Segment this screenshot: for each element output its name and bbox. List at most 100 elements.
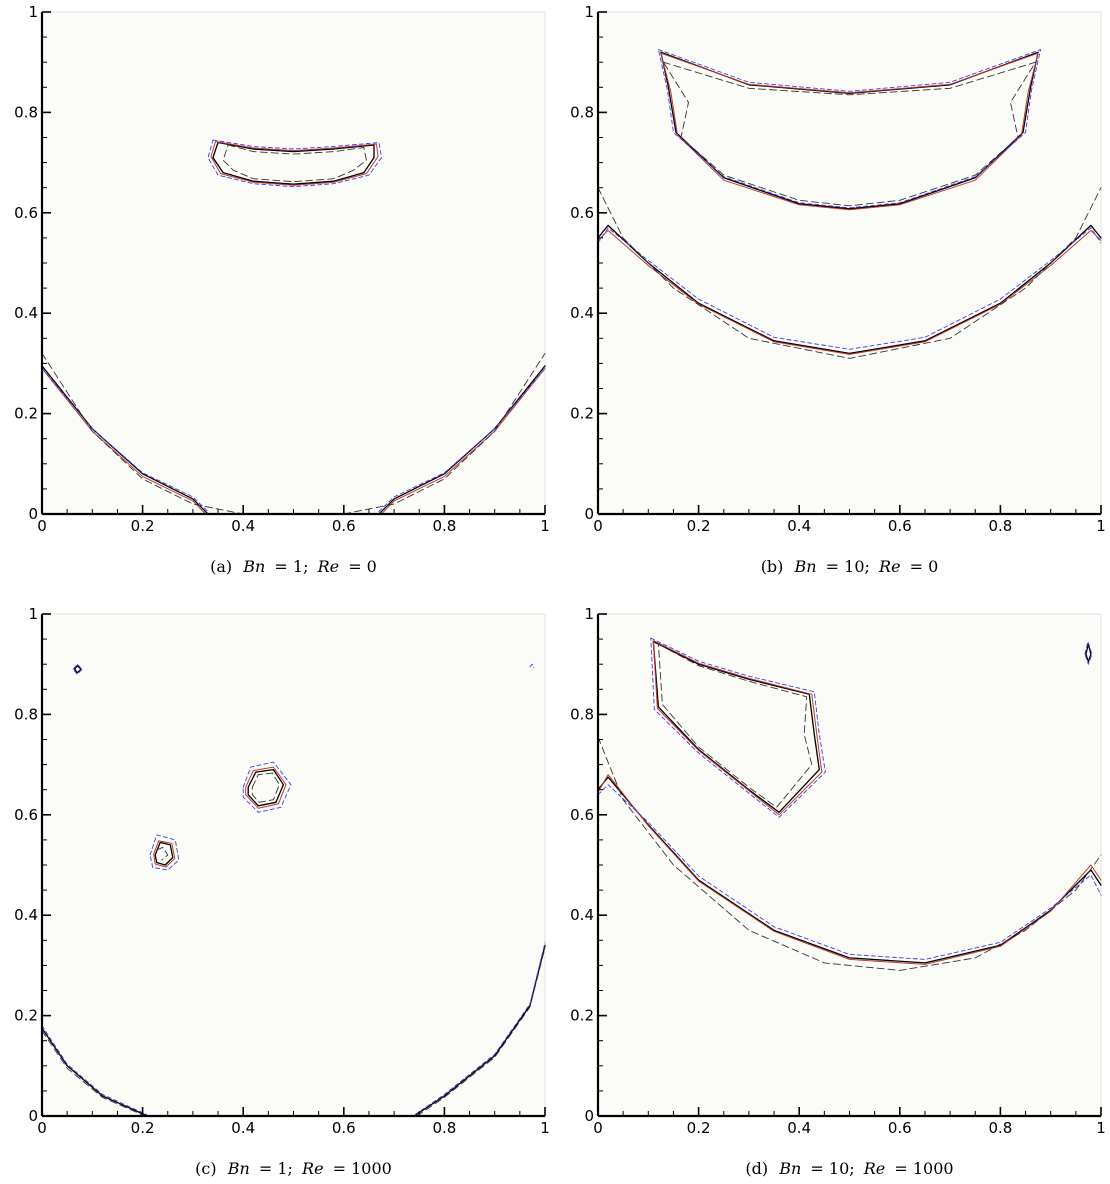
contour-dash-black-1 (597, 736, 1102, 971)
x-tick-label: 0.4 (231, 1119, 255, 1137)
x-tick-label: 0 (37, 517, 47, 535)
x-tick-label: 0.4 (787, 1119, 811, 1137)
y-tick-label: 0.4 (570, 304, 594, 322)
series-layer (41, 663, 546, 1117)
axis-layer: 0 0.2 0.4 0.6 0.8 1 0 0.2 0.4 0.6 0.8 1 (14, 3, 550, 535)
contour-dash-blue-1 (242, 761, 292, 813)
y-tick-label: 0.6 (570, 204, 594, 222)
y-tick-label: 0.6 (14, 806, 38, 824)
x-tick-label: 1 (1096, 517, 1106, 535)
y-tick-label: 0 (28, 1107, 38, 1125)
x-tick-label: 0.8 (432, 517, 456, 535)
contour-solid-red-1 (597, 774, 1102, 965)
x-tick-label: 0.8 (988, 517, 1012, 535)
contour-dash-blue-1 (1084, 641, 1093, 665)
caption-re-value: = 0 (348, 557, 377, 576)
contour-dash-black-0 (251, 772, 280, 803)
y-tick-label: 0 (584, 505, 594, 523)
contour-solid-red-1 (597, 229, 1102, 355)
y-tick-label: 0.6 (570, 806, 594, 824)
contour-solid-black-2 (154, 841, 174, 866)
y-tick-label: 0 (28, 505, 38, 523)
caption-bn-value: = 10; (810, 1159, 854, 1178)
y-tick-label: 1 (584, 605, 594, 623)
contour-solid-black-0 (74, 665, 82, 674)
contour-dash-black-1 (41, 352, 244, 515)
x-tick-label: 0 (37, 1119, 47, 1137)
x-tick-label: 0.4 (231, 517, 255, 535)
panel-caption: (b) Bn = 10; Re = 0 (761, 557, 939, 576)
panel-caption: (c) Bn = 1; Re = 1000 (195, 1159, 392, 1178)
caption-re-symbol: Re (863, 1159, 886, 1178)
plot-area (41, 11, 546, 515)
plot-area (597, 613, 1102, 1117)
y-tick-label: 1 (584, 3, 594, 21)
panel-c: 0 0.2 0.4 0.6 0.8 1 0 0.2 0.4 0.6 0.8 1 (c) Bn = 1;… (14, 605, 550, 1178)
x-tick-label: 0.2 (687, 1119, 711, 1137)
y-tick-label: 0.2 (14, 405, 38, 423)
contour-solid-red-0 (245, 766, 287, 809)
contour-dash-black-1 (597, 187, 1102, 359)
contour-dash-blue-0 (657, 49, 1042, 209)
contour-solid-red-1 (153, 840, 176, 868)
x-tick-label: 0.6 (332, 1119, 356, 1137)
caption-bn-value: = 1; (259, 1159, 293, 1178)
contour-dash-blue-2 (149, 834, 180, 871)
y-tick-label: 0 (584, 1107, 594, 1125)
contour-dash-blue-5 (529, 663, 535, 669)
contour-solid-black-3 (41, 1027, 149, 1117)
x-tick-label: 0.6 (888, 517, 912, 535)
y-tick-label: 0.4 (570, 906, 594, 924)
contour-dash-black-3 (416, 947, 546, 1117)
y-tick-label: 0.4 (14, 906, 38, 924)
caption-bn-value: = 1; (274, 557, 308, 576)
contour-dash-blue-2 (378, 367, 546, 512)
contour-solid-red-0 (652, 640, 823, 816)
x-tick-label: 0.2 (131, 1119, 155, 1137)
x-tick-label: 0.8 (988, 1119, 1012, 1137)
panel-d: 0 0.2 0.4 0.6 0.8 1 0 0.2 0.4 0.6 0.8 1 (d) Bn = 10… (570, 605, 1106, 1178)
y-tick-label: 0.2 (14, 1007, 38, 1025)
y-tick-label: 0.8 (14, 103, 38, 121)
contour-dash-blue-2 (597, 784, 1102, 960)
contour-dash-black-0 (222, 144, 367, 183)
contour-dash-black-1 (156, 846, 169, 861)
caption-bn-value: = 10; (826, 557, 870, 576)
contour-solid-red-0 (210, 141, 379, 186)
y-tick-label: 0.2 (570, 405, 594, 423)
contour-solid-black-4 (413, 944, 546, 1117)
caption-re-value: = 1000 (333, 1159, 392, 1178)
contour-solid-black-1 (1085, 643, 1092, 663)
contour-solid-black-1 (597, 224, 1102, 355)
y-tick-label: 0.8 (570, 705, 594, 723)
panel-caption: (a) Bn = 1; Re = 0 (210, 557, 377, 576)
caption-re-value: = 0 (910, 557, 939, 576)
x-tick-label: 0.4 (787, 517, 811, 535)
axis-layer: 0 0.2 0.4 0.6 0.8 1 0 0.2 0.4 0.6 0.8 1 (570, 3, 1106, 535)
caption-bn-symbol: Bn (242, 557, 265, 576)
series-layer (597, 49, 1102, 359)
x-tick-label: 0 (593, 517, 603, 535)
plot-area (597, 11, 1102, 515)
contour-dash-blue-0 (650, 637, 826, 818)
contour-dash-blue-0 (72, 663, 83, 675)
caption-bn-symbol: Bn (227, 1159, 250, 1178)
x-tick-label: 0.6 (888, 1119, 912, 1137)
contour-dash-black-2 (41, 1030, 146, 1117)
y-tick-label: 0.6 (14, 204, 38, 222)
contour-dash-black-0 (662, 61, 1037, 207)
x-tick-label: 1 (540, 1119, 550, 1137)
contour-dash-blue-4 (414, 942, 546, 1115)
plot-area (41, 613, 546, 1117)
contour-dash-blue-1 (41, 367, 209, 512)
x-tick-label: 0.8 (432, 1119, 456, 1137)
y-tick-label: 0.2 (570, 1007, 594, 1025)
contour-solid-black-0 (652, 640, 820, 813)
x-tick-label: 0.6 (332, 517, 356, 535)
panel-a: 0 0.2 0.4 0.6 0.8 1 0 0.2 0.4 0.6 0.8 1 (a) Bn = 1;… (14, 3, 550, 576)
contour-solid-black-1 (247, 768, 285, 807)
panel-b: 0 0.2 0.4 0.6 0.8 1 0 0.2 0.4 0.6 0.8 1 (b) Bn = 10… (570, 3, 1106, 576)
caption-label: (b) (761, 557, 784, 576)
caption-re-value: = 1000 (894, 1159, 953, 1178)
